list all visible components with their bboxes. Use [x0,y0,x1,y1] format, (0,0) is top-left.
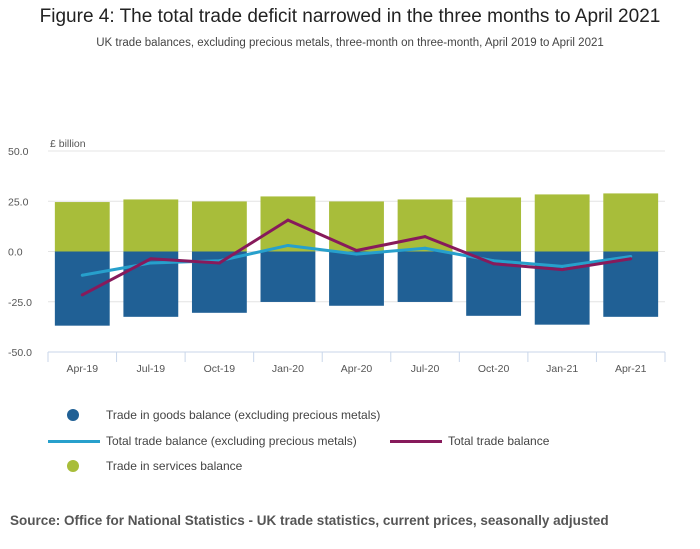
line-point [149,261,153,265]
services-bar [603,193,659,252]
goods-bar [260,251,316,302]
line-point [423,246,427,250]
chart-subtitle: UK trade balances, excluding precious me… [96,37,604,49]
line-point [423,235,427,239]
line-point [149,257,153,261]
services-bar [191,201,247,252]
y-tick-label: 25.0 [8,196,29,208]
x-tick-label: Oct-20 [478,363,510,375]
services-bar [54,202,110,252]
x-tick-label: Apr-21 [615,363,647,375]
line-point [217,261,221,265]
goods-bar [397,251,453,302]
legend-services-label: Trade in services balance [106,459,243,473]
line-point [560,268,564,272]
x-tick-label: Apr-19 [67,363,99,375]
goods-bar [329,251,384,306]
chart-title: Figure 4: The total trade deficit narrow… [39,6,661,27]
x-tick-label: Jan-20 [272,363,304,375]
line-point [286,243,290,247]
services-bar [329,201,384,252]
x-tick-label: Oct-19 [204,363,236,375]
legend-total-excl-label: Total trade balance (excluding precious … [106,434,357,448]
line-point [492,262,496,266]
y-tick-label: -50.0 [8,347,32,359]
legend-total-excl-marker [48,440,100,443]
legend-total-label: Total trade balance [448,434,550,448]
legend-goods-marker [67,409,79,421]
services-bar [466,197,522,252]
services-bar [534,194,590,252]
services-bar [260,196,316,252]
line-point [629,257,633,261]
line-point [355,248,358,252]
y-tick-label: 50.0 [8,146,29,158]
y-axis-label: £ billion [50,138,86,150]
services-bar [123,199,179,252]
x-tick-label: Jan-21 [546,363,578,375]
y-tick-label: 0.0 [8,247,23,259]
legend-services-marker [67,460,79,472]
y-tick-label: -25.0 [8,297,32,309]
x-tick-label: Jul-19 [137,363,166,375]
x-tick-label: Jul-20 [411,363,440,375]
line-point [286,218,290,222]
line-point [80,273,84,277]
x-tick-label: Apr-20 [341,363,373,375]
goods-bar [54,251,110,326]
legend-goods-label: Trade in goods balance (excluding precio… [106,408,381,422]
line-point [355,252,358,256]
line-point [560,264,564,268]
line-point [629,255,633,259]
chart-plot: £ billion 50.0 25.0 0.0 -25.0 -50.0 Apr-19 Jul… [8,138,666,375]
source-note: Source: Office for National Statistics -… [10,513,609,528]
legend-total-marker [390,440,442,443]
line-point [492,259,496,263]
line-point [80,293,84,297]
